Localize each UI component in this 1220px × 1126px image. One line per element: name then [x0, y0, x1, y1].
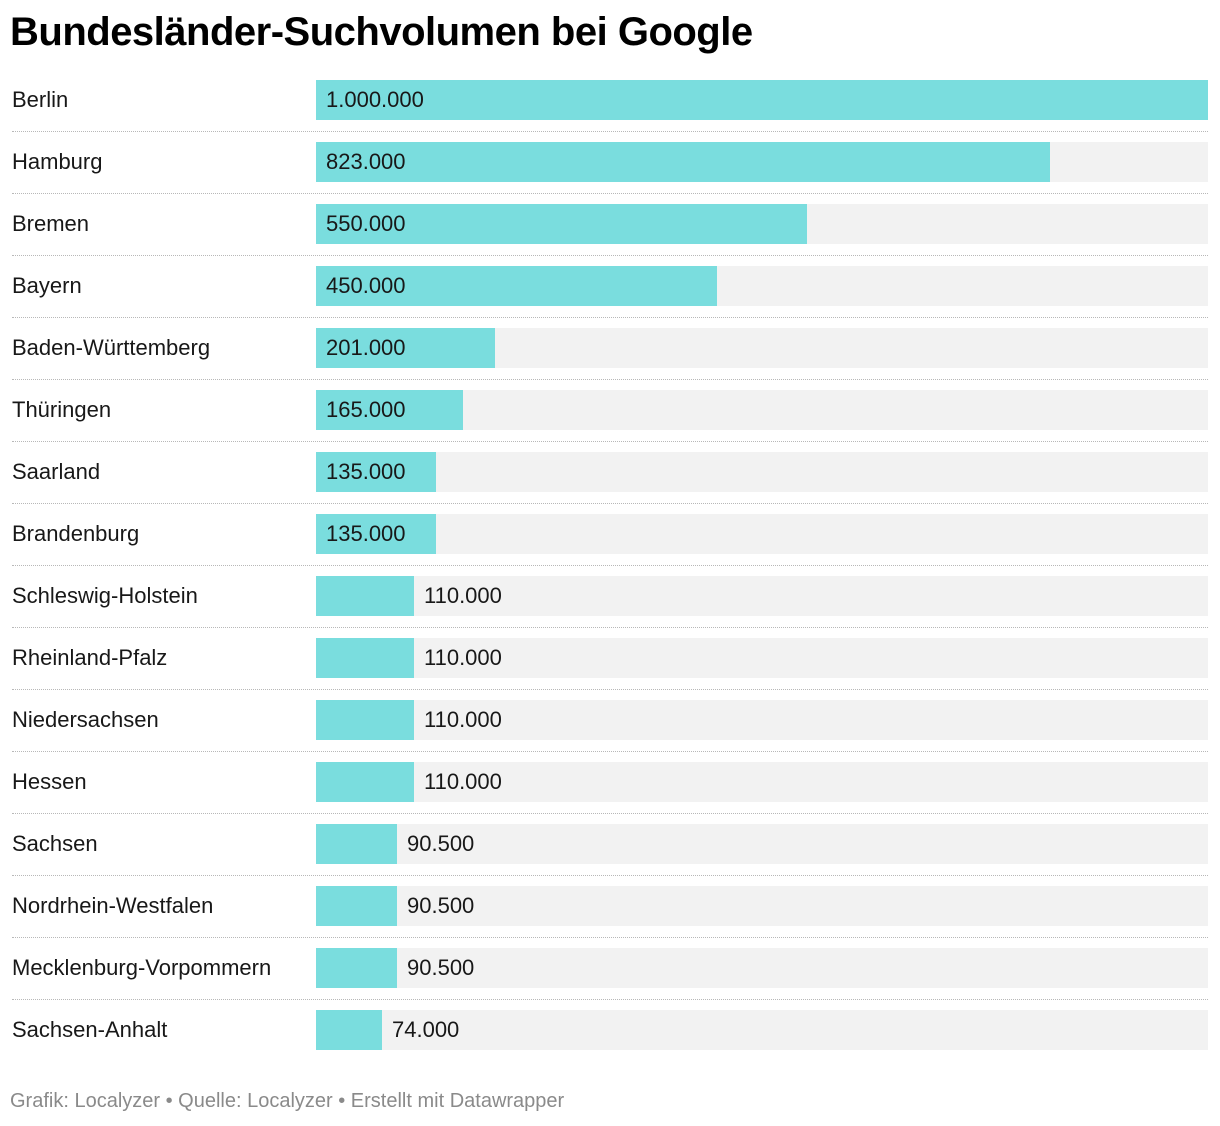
bar — [316, 204, 807, 244]
category-label: Sachsen-Anhalt — [12, 1017, 168, 1042]
row-divider — [12, 627, 1208, 628]
bar-row: Niedersachsen 110.000 — [12, 700, 1208, 762]
row-divider — [12, 751, 1208, 752]
bar-row: Hamburg 823.000 — [12, 142, 1208, 204]
value-label: 90.500 — [407, 955, 475, 980]
category-label: Baden-Württemberg — [12, 335, 211, 360]
row-divider — [12, 317, 1208, 318]
bar — [316, 328, 495, 368]
bar-row: Sachsen 90.500 — [12, 824, 1208, 886]
category-label: Mecklenburg-Vorpommern — [12, 955, 272, 980]
row-divider — [12, 565, 1208, 566]
bar-row: Thüringen 165.000 — [12, 390, 1208, 452]
value-label: 110.000 — [424, 769, 502, 794]
bar-row: Baden-Württemberg 201.000 — [12, 328, 1208, 390]
value-label: 110.000 — [424, 645, 502, 670]
value-label: 110.000 — [424, 583, 502, 608]
value-label: 823.000 — [326, 149, 406, 174]
category-label: Thüringen — [12, 397, 112, 422]
bar-track: 90.500 — [316, 824, 1208, 864]
row-divider — [12, 813, 1208, 814]
row-divider — [12, 999, 1208, 1000]
bar-track: 135.000 — [316, 514, 1208, 554]
category-label: Hessen — [12, 769, 87, 794]
bar — [316, 80, 1208, 120]
value-label: 90.500 — [407, 831, 475, 856]
value-label: 550.000 — [326, 211, 406, 236]
value-label: 135.000 — [326, 459, 406, 484]
row-divider — [12, 689, 1208, 690]
value-label: 135.000 — [326, 521, 406, 546]
row-divider — [12, 503, 1208, 504]
bar-track: 110.000 — [316, 576, 1208, 616]
bar-row: Rheinland-Pfalz 110.000 — [12, 638, 1208, 700]
bar — [316, 390, 463, 430]
bar-track: 74.000 — [316, 1010, 1208, 1050]
bar — [316, 1010, 382, 1050]
value-label: 450.000 — [326, 273, 406, 298]
bar — [316, 948, 397, 988]
value-label: 90.500 — [407, 893, 475, 918]
bar — [316, 638, 414, 678]
bar-track: 110.000 — [316, 700, 1208, 740]
bar — [316, 886, 397, 926]
row-divider — [12, 193, 1208, 194]
bar-track: 450.000 — [316, 266, 1208, 306]
bar-row: Hessen 110.000 — [12, 762, 1208, 824]
bar-track: 135.000 — [316, 452, 1208, 492]
row-divider — [12, 441, 1208, 442]
bar-row: Sachsen-Anhalt 74.000 — [12, 1010, 1208, 1072]
bar-row: Nordrhein-Westfalen 90.500 — [12, 886, 1208, 948]
bar — [316, 452, 436, 492]
bar-track: 110.000 — [316, 638, 1208, 678]
value-label: 1.000.000 — [326, 87, 424, 112]
bar-track: 1.000.000 — [316, 80, 1208, 120]
bar-track: 550.000 — [316, 204, 1208, 244]
category-label: Bayern — [12, 273, 82, 298]
bar-track: 90.500 — [316, 886, 1208, 926]
category-label: Sachsen — [12, 831, 98, 856]
category-label: Hamburg — [12, 149, 103, 174]
bar-track: 823.000 — [316, 142, 1208, 182]
category-label: Berlin — [12, 87, 69, 112]
value-label: 201.000 — [326, 335, 406, 360]
bar — [316, 700, 414, 740]
value-label: 165.000 — [326, 397, 406, 422]
row-divider — [12, 131, 1208, 132]
chart-footer: Grafik: Localyzer • Quelle: Localyzer • … — [10, 1090, 565, 1112]
bar — [316, 514, 436, 554]
category-label: Niedersachsen — [12, 707, 159, 732]
bar — [316, 142, 1050, 182]
category-label: Rheinland-Pfalz — [12, 645, 168, 670]
category-label: Schleswig-Holstein — [12, 583, 198, 608]
bar — [316, 762, 414, 802]
bar — [316, 824, 397, 864]
row-divider — [12, 937, 1208, 938]
bar-row: Brandenburg 135.000 — [12, 514, 1208, 576]
category-label: Bremen — [12, 211, 90, 236]
bar-row: Berlin 1.000.000 — [12, 80, 1208, 142]
bar-row: Bremen 550.000 — [12, 204, 1208, 266]
bar-track: 110.000 — [316, 762, 1208, 802]
chart-title: Bundesländer-Suchvolumen bei Google — [10, 10, 753, 54]
category-label: Nordrhein-Westfalen — [12, 893, 214, 918]
bar-row: Bayern 450.000 — [12, 266, 1208, 328]
bar — [316, 576, 414, 616]
value-label: 74.000 — [392, 1017, 460, 1042]
value-label: 110.000 — [424, 707, 502, 732]
category-label: Brandenburg — [12, 521, 140, 546]
category-label: Saarland — [12, 459, 101, 484]
bar-row: Mecklenburg-Vorpommern 90.500 — [12, 948, 1208, 1010]
row-divider — [12, 255, 1208, 256]
bar-track: 90.500 — [316, 948, 1208, 988]
bar-row: Saarland 135.000 — [12, 452, 1208, 514]
bar-track: 201.000 — [316, 328, 1208, 368]
row-divider — [12, 875, 1208, 876]
bar-row: Schleswig-Holstein 110.000 — [12, 576, 1208, 638]
bar — [316, 266, 717, 306]
row-divider — [12, 379, 1208, 380]
bar-track: 165.000 — [316, 390, 1208, 430]
